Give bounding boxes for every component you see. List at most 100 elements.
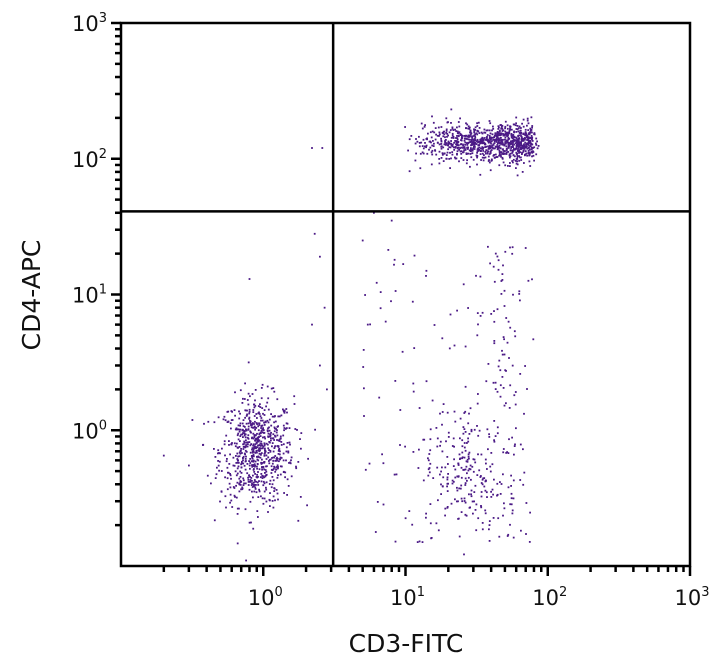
data-point [488,120,491,122]
data-point [506,124,509,127]
data-point [248,408,251,411]
data-point [468,451,471,454]
data-point [447,148,449,151]
data-point [463,146,466,148]
data-point [239,450,242,453]
data-point [487,145,489,148]
data-point [442,160,445,162]
data-point [522,137,524,140]
data-point [203,422,205,425]
data-point [509,128,512,131]
data-point [246,436,249,439]
data-point [241,402,244,404]
data-point [218,452,220,454]
data-point [242,397,244,400]
data-point [469,133,472,136]
data-point [459,133,462,135]
data-point [457,462,460,465]
data-point [493,439,495,442]
data-point [252,469,255,471]
data-point [463,468,466,471]
data-point [247,428,250,431]
data-point [251,460,254,462]
data-point [267,447,270,450]
data-point [502,134,505,137]
data-point [497,146,500,149]
data-point [451,134,454,137]
data-point [272,437,275,440]
data-point [245,429,248,431]
data-point [504,164,507,167]
data-point [249,395,251,398]
data-point [510,147,512,149]
data-point [390,219,393,222]
data-point [273,466,276,469]
data-point [283,470,285,473]
data-point [448,142,451,145]
data-point [488,161,491,164]
data-point [258,490,261,493]
data-point [274,460,277,462]
data-point [434,149,436,151]
data-point [258,422,260,425]
data-point [450,122,452,124]
data-point [432,145,435,147]
data-point [299,496,302,498]
x-tick-label: 100 [248,585,283,610]
data-point [244,409,247,412]
data-point [248,412,251,415]
data-point [483,137,486,139]
data-point [259,406,262,408]
data-point [459,487,462,490]
data-point [508,130,511,132]
data-point [513,330,516,333]
data-point [531,136,534,139]
data-point [272,506,275,509]
data-point [513,143,515,146]
data-point [248,410,251,413]
data-point [428,467,431,469]
data-point [459,150,462,153]
data-point [499,369,502,372]
data-point [505,149,508,152]
data-point [501,353,504,356]
data-point [456,500,458,503]
data-point [469,129,472,132]
data-point [489,122,492,125]
data-point [295,467,298,470]
data-point [258,444,261,446]
data-point [252,444,254,447]
data-point [427,457,429,460]
data-point [256,451,258,454]
data-point [363,415,365,417]
data-point [287,450,290,453]
data-point [513,130,515,133]
data-point [511,246,514,249]
data-point [505,402,507,405]
data-point [526,147,529,150]
data-point [286,494,288,496]
data-point [454,420,457,423]
data-point [507,486,510,489]
data-point [496,482,499,485]
data-point [246,445,249,448]
data-point [502,153,505,155]
data-point [394,290,397,292]
data-point [485,380,488,383]
data-point [259,453,262,455]
data-point [463,442,466,444]
data-point [277,474,279,477]
data-point [293,403,296,405]
data-point [463,497,466,500]
data-point [472,147,475,150]
data-point [271,457,273,459]
data-point [528,154,531,157]
data-point [274,435,277,438]
data-point [259,442,262,445]
data-point [248,417,250,420]
data-point [488,433,490,436]
data-point [529,141,531,143]
data-point [498,132,501,135]
data-point [407,149,409,152]
data-point [456,135,458,137]
